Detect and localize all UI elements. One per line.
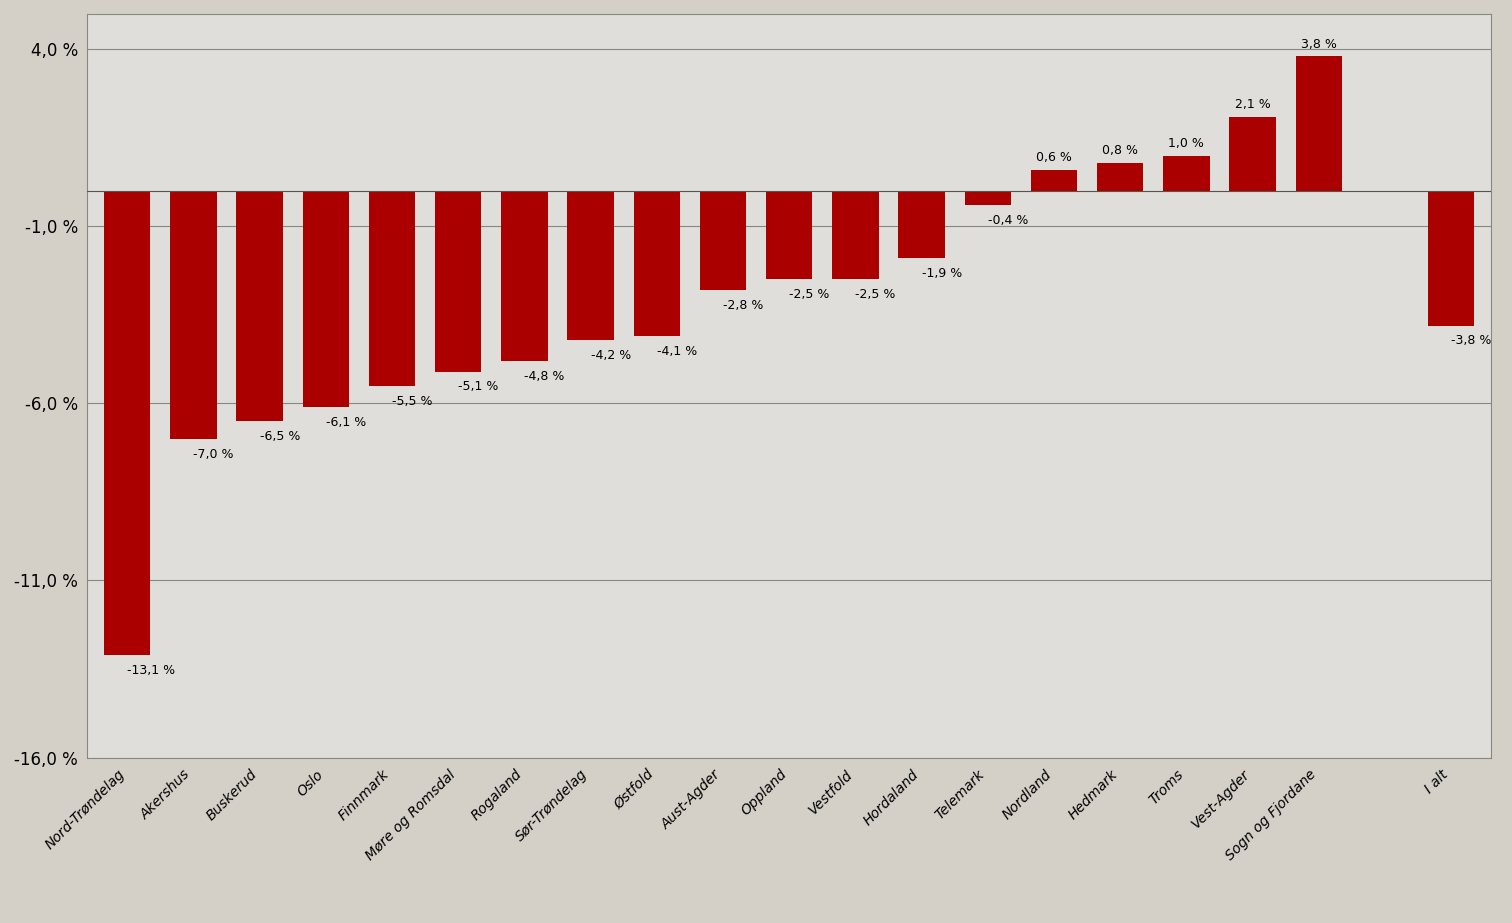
Text: -2,8 %: -2,8 % xyxy=(723,299,764,312)
Bar xyxy=(435,191,481,372)
Text: -1,9 %: -1,9 % xyxy=(922,267,962,280)
Text: -7,0 %: -7,0 % xyxy=(194,448,234,461)
Text: -6,5 %: -6,5 % xyxy=(260,430,299,443)
Bar xyxy=(767,191,812,280)
Bar xyxy=(171,191,216,438)
Bar xyxy=(700,191,745,290)
Bar xyxy=(1098,162,1143,191)
Bar xyxy=(1163,156,1210,191)
Text: 0,6 %: 0,6 % xyxy=(1036,151,1072,164)
Bar xyxy=(634,191,680,336)
Bar xyxy=(965,191,1012,205)
Text: -4,2 %: -4,2 % xyxy=(591,349,631,362)
Bar xyxy=(898,191,945,258)
Text: -2,5 %: -2,5 % xyxy=(856,288,895,301)
Text: -4,8 %: -4,8 % xyxy=(525,370,565,383)
Text: -5,5 %: -5,5 % xyxy=(392,394,432,408)
Bar xyxy=(1031,170,1077,191)
Bar xyxy=(502,191,547,361)
Text: -13,1 %: -13,1 % xyxy=(127,664,175,677)
Text: 1,0 %: 1,0 % xyxy=(1169,138,1205,150)
Bar xyxy=(1229,116,1276,191)
Text: -0,4 %: -0,4 % xyxy=(987,214,1028,227)
Text: -5,1 %: -5,1 % xyxy=(458,380,499,393)
Text: -2,5 %: -2,5 % xyxy=(789,288,830,301)
Bar xyxy=(832,191,878,280)
Bar xyxy=(1296,56,1343,191)
Text: 2,1 %: 2,1 % xyxy=(1235,98,1270,112)
Bar xyxy=(236,191,283,421)
Text: -3,8 %: -3,8 % xyxy=(1452,334,1491,347)
Text: 3,8 %: 3,8 % xyxy=(1300,38,1337,51)
Text: 0,8 %: 0,8 % xyxy=(1102,144,1139,157)
Bar xyxy=(302,191,349,407)
Text: -6,1 %: -6,1 % xyxy=(325,415,366,429)
Text: -4,1 %: -4,1 % xyxy=(656,345,697,358)
Bar xyxy=(369,191,416,386)
Bar xyxy=(104,191,150,654)
Bar xyxy=(1427,191,1474,326)
Bar xyxy=(567,191,614,340)
